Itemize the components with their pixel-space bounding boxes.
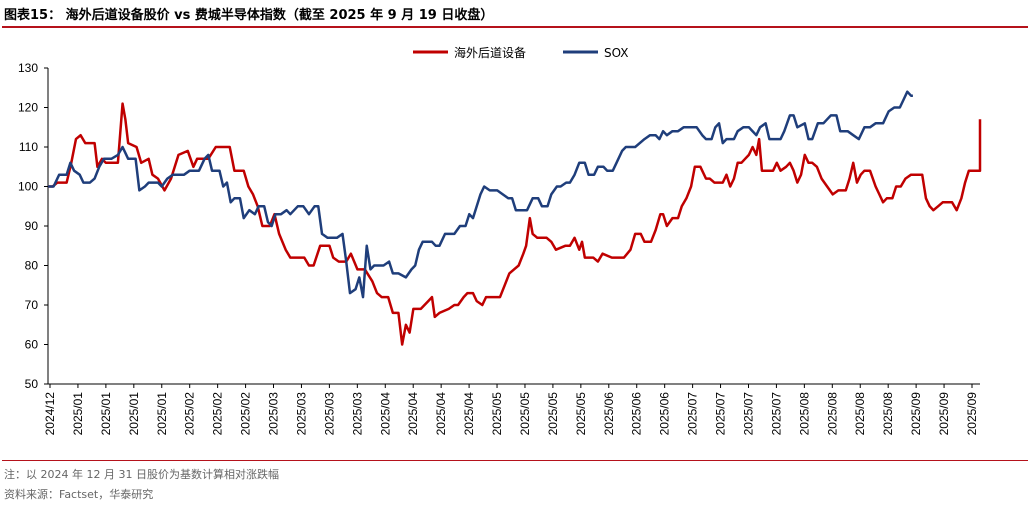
- x-tick-label: 2024/12: [43, 392, 57, 436]
- y-tick-label: 90: [25, 219, 39, 233]
- y-tick-label: 80: [25, 259, 39, 273]
- x-tick-label: 2025/01: [99, 392, 113, 436]
- x-tick-label: 2025/07: [714, 392, 728, 436]
- x-tick-label: 2025/02: [211, 392, 225, 436]
- x-tick-label: 2025/01: [127, 392, 141, 436]
- x-tick-label: 2025/09: [909, 392, 923, 436]
- x-tick-label: 2025/07: [741, 392, 755, 436]
- x-tick-label: 2025/01: [155, 392, 169, 436]
- series-line-1: [48, 102, 982, 346]
- footer-divider: [2, 460, 1028, 461]
- y-tick-label: 70: [25, 298, 39, 312]
- x-tick-label: 2025/06: [602, 392, 616, 436]
- x-tick-label: 2025/03: [267, 392, 281, 436]
- title-divider: [2, 26, 1028, 28]
- x-tick-label: 2025/01: [71, 392, 85, 436]
- line-chart: 海外后道设备 SOX 50 60 70 80 90 100 110 120 130 2024/12…: [18, 45, 982, 435]
- y-tick-label: 60: [25, 338, 39, 352]
- x-tick-label: 2025/08: [853, 392, 867, 436]
- axes: 50 60 70 80 90 100 110 120 130 2024/12 2025/01 2025…: [18, 61, 980, 435]
- x-tick-label: 2025/07: [769, 392, 783, 436]
- x-tick-label: 2025/06: [630, 392, 644, 436]
- series-line-2: [48, 90, 913, 299]
- legend: 海外后道设备 SOX: [413, 45, 629, 60]
- x-tick-label: 2025/05: [574, 392, 588, 436]
- x-tick-label: 2025/03: [322, 392, 336, 436]
- legend-label-series-2: SOX: [604, 46, 629, 60]
- x-tick-label: 2025/05: [546, 392, 560, 436]
- x-tick-label: 2025/07: [686, 392, 700, 436]
- y-tick-label: 50: [25, 377, 39, 391]
- y-tick-label: 100: [18, 180, 38, 194]
- series-group: [48, 90, 982, 346]
- y-tick-label: 120: [18, 101, 38, 115]
- x-tick-label: 2025/08: [797, 392, 811, 436]
- x-tick-label: 2025/05: [518, 392, 532, 436]
- x-tick-label: 2025/04: [378, 392, 392, 436]
- x-tick-label: 2025/02: [183, 392, 197, 436]
- x-tick-label: 2025/08: [825, 392, 839, 436]
- x-tick-label: 2025/02: [239, 392, 253, 436]
- x-tick-label: 2025/03: [294, 392, 308, 436]
- y-tick-label: 110: [19, 140, 38, 154]
- x-tick-label: 2025/04: [406, 392, 420, 436]
- chart-title: 图表15： 海外后道设备股价 vs 费城半导体指数（截至 2025 年 9 月 …: [4, 8, 494, 23]
- y-tick-label: 130: [18, 61, 38, 75]
- chart-source: 资料来源：Factset，华泰研究: [4, 488, 154, 501]
- x-tick-label: 2025/05: [490, 392, 504, 436]
- x-tick-label: 2025/06: [658, 392, 672, 436]
- x-tick-label: 2025/04: [434, 392, 448, 436]
- x-tick-label: 2025/04: [462, 392, 476, 436]
- x-tick-label: 2025/09: [965, 392, 979, 436]
- x-tick-label: 2025/03: [350, 392, 364, 436]
- legend-label-series-1: 海外后道设备: [454, 45, 526, 60]
- chart-note: 注：以 2024 年 12 月 31 日股价为基数计算相对涨跌幅: [4, 468, 279, 481]
- x-tick-label: 2025/09: [937, 392, 951, 436]
- x-tick-label: 2025/08: [881, 392, 895, 436]
